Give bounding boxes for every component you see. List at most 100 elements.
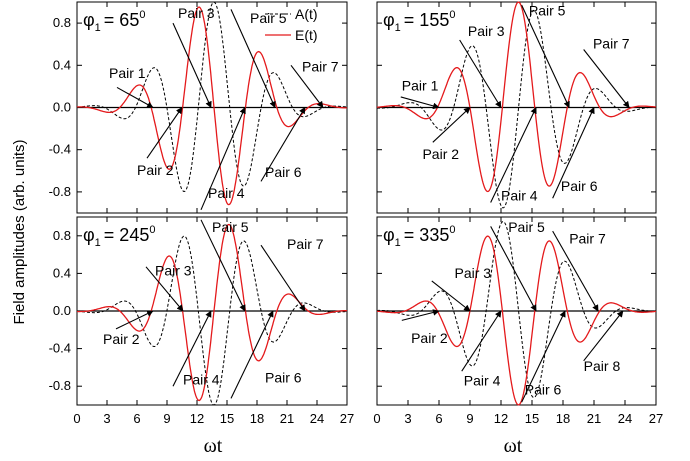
y-tick-label: 0.8 bbox=[53, 228, 71, 243]
pair-arrow bbox=[116, 86, 154, 108]
pair-arrow bbox=[200, 106, 246, 211]
phase-label: φ1 = 650 bbox=[83, 9, 145, 34]
pair-label: Pair 6 bbox=[525, 382, 562, 398]
x-tick-label: 15 bbox=[220, 411, 234, 426]
pair-arrow bbox=[490, 226, 537, 312]
pair-arrow bbox=[260, 244, 306, 312]
pair-label: Pair 3 bbox=[155, 262, 192, 278]
x-tick-label: 27 bbox=[340, 411, 354, 426]
pair-label: Pair 1 bbox=[402, 78, 439, 94]
pair-label: Pair 5 bbox=[250, 10, 287, 26]
pair-label: Pair 5 bbox=[529, 3, 566, 19]
pair-label: Pair 7 bbox=[302, 59, 339, 75]
pair-label: Pair 2 bbox=[137, 162, 174, 178]
legend: A(t) E(t) bbox=[265, 6, 318, 43]
x-axis-label-left: ωt bbox=[204, 435, 223, 457]
pair-label: Pair 3 bbox=[178, 5, 215, 21]
pair-label: Pair 7 bbox=[287, 236, 324, 252]
x-tick-label: 15 bbox=[525, 411, 539, 426]
pair-arrow bbox=[521, 310, 566, 403]
panel-1: 0.8 0.4 0.0 -0.4 -0.8 Pair 1 Pair 2 Pair 3 Pair … bbox=[49, 1, 348, 214]
x-tick-label: 6 bbox=[435, 411, 442, 426]
pair-label: Pair 7 bbox=[569, 230, 606, 246]
panel-4: 0 3 6 9 12 15 18 21 24 27 Pair 2 Pair 3 Pair 4 Pair 5… bbox=[373, 216, 663, 426]
pair-label: Pair 4 bbox=[208, 185, 245, 201]
x-tick-label: 0 bbox=[73, 411, 80, 426]
pair-label: Pair 2 bbox=[411, 330, 448, 346]
y-tick-label: -0.8 bbox=[49, 378, 71, 393]
pair-arrow bbox=[290, 64, 324, 109]
pair-label: Pair 1 bbox=[109, 65, 146, 81]
y-tick-label: 0.8 bbox=[53, 15, 71, 30]
x-tick-label: 12 bbox=[494, 411, 508, 426]
pair-arrow bbox=[552, 230, 599, 312]
y-tick-label: 0.0 bbox=[53, 100, 71, 115]
phase-label: φ1 = 2450 bbox=[83, 224, 155, 249]
pair-arrow bbox=[459, 39, 502, 109]
pair-arrow bbox=[400, 96, 440, 110]
x-tick-label: 12 bbox=[190, 411, 204, 426]
x-tick-label: 18 bbox=[556, 411, 570, 426]
series-A-line bbox=[77, 1, 348, 193]
pair-label: Pair 2 bbox=[103, 331, 140, 347]
x-tick-label: 21 bbox=[587, 411, 601, 426]
series-E-line bbox=[377, 235, 657, 406]
panel-2: Pair 1 Pair 2 Pair 3 Pair 4 Pair 5 Pair 6 Pair… bbox=[376, 1, 657, 214]
pair-arrow bbox=[230, 310, 274, 399]
pair-arrow bbox=[115, 310, 154, 330]
pair-arrow bbox=[200, 219, 246, 312]
pair-arrow bbox=[583, 310, 624, 362]
pair-label: Pair 3 bbox=[455, 265, 492, 281]
x-tick-label: 27 bbox=[649, 411, 663, 426]
pair-arrow bbox=[172, 310, 212, 387]
x-tick-label: 24 bbox=[618, 411, 632, 426]
pair-label: Pair 8 bbox=[584, 358, 621, 374]
pair-label: Pair 2 bbox=[422, 146, 459, 162]
x-tick-label: 21 bbox=[280, 411, 294, 426]
pair-label: Pair 6 bbox=[561, 178, 598, 194]
y-tick-label: 0.4 bbox=[53, 57, 71, 72]
series-A-line bbox=[77, 235, 348, 406]
y-tick-label: 0.4 bbox=[53, 265, 71, 280]
x-tick-label: 6 bbox=[133, 411, 140, 426]
pair-label: Pair 5 bbox=[212, 219, 249, 235]
legend-label-A: A(t) bbox=[295, 6, 318, 22]
y-tick-label: 0.0 bbox=[53, 303, 71, 318]
pair-arrow bbox=[230, 9, 276, 109]
pair-label: Pair 4 bbox=[464, 372, 501, 388]
pair-arrow bbox=[490, 106, 537, 203]
series-A-line bbox=[377, 220, 656, 399]
pair-label: Pair 4 bbox=[501, 187, 538, 203]
x-tick-label: 18 bbox=[250, 411, 264, 426]
pair-label: Pair 5 bbox=[508, 219, 545, 235]
pair-arrow bbox=[521, 4, 570, 109]
x-tick-label: 9 bbox=[466, 411, 473, 426]
pair-arrow bbox=[461, 310, 502, 372]
pair-arrow bbox=[401, 309, 440, 321]
pair-label: Pair 6 bbox=[265, 369, 302, 385]
x-tick-label: 3 bbox=[404, 411, 411, 426]
x-tick-label: 9 bbox=[163, 411, 170, 426]
pair-label: Pair 7 bbox=[593, 35, 630, 51]
y-tick-label: -0.4 bbox=[49, 142, 71, 157]
phase-label: φ1 = 3350 bbox=[383, 224, 455, 249]
x-tick-label: 0 bbox=[373, 411, 380, 426]
y-tick-label: -0.4 bbox=[49, 341, 71, 356]
pair-label: Pair 4 bbox=[183, 371, 220, 387]
series-E-line bbox=[377, 1, 657, 193]
pair-arrow bbox=[146, 106, 183, 159]
x-tick-label: 3 bbox=[103, 411, 110, 426]
pair-arrow bbox=[260, 106, 306, 182]
series-A-line bbox=[377, 9, 656, 209]
pair-arrow bbox=[552, 106, 595, 199]
pair-arrow bbox=[432, 107, 471, 143]
x-tick-label: 24 bbox=[310, 411, 324, 426]
pair-label: Pair 3 bbox=[468, 23, 505, 39]
pair-arrow bbox=[145, 266, 184, 312]
pair-arrow bbox=[172, 22, 212, 109]
pair-arrow bbox=[431, 280, 471, 312]
panel-3: 0.8 0.4 0.0 -0.4 -0.8 0 3 6 9 12 15 18 21 24 27 Pair 2 P… bbox=[49, 216, 354, 426]
pair-label: Pair 6 bbox=[265, 164, 302, 180]
legend-label-E: E(t) bbox=[295, 27, 318, 43]
